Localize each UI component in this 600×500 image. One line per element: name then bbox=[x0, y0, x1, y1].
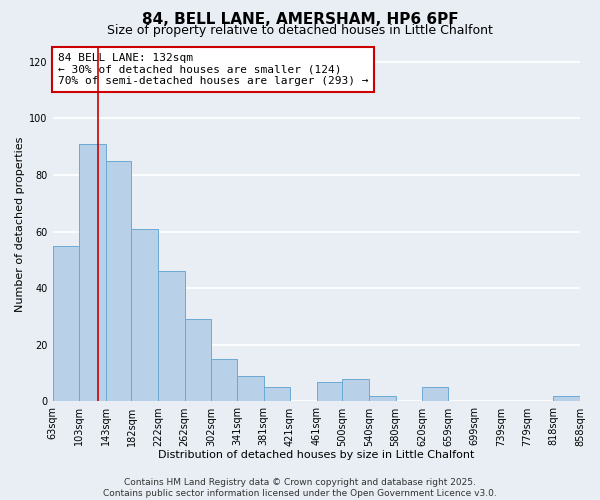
X-axis label: Distribution of detached houses by size in Little Chalfont: Distribution of detached houses by size … bbox=[158, 450, 475, 460]
Bar bbox=[185, 320, 211, 402]
Bar bbox=[263, 388, 290, 402]
Bar bbox=[158, 271, 185, 402]
Text: 84, BELL LANE, AMERSHAM, HP6 6PF: 84, BELL LANE, AMERSHAM, HP6 6PF bbox=[142, 12, 458, 28]
Bar bbox=[53, 246, 79, 402]
Bar bbox=[343, 379, 369, 402]
Bar bbox=[369, 396, 395, 402]
Bar bbox=[317, 382, 343, 402]
Bar bbox=[211, 359, 237, 402]
Text: 84 BELL LANE: 132sqm
← 30% of detached houses are smaller (124)
70% of semi-deta: 84 BELL LANE: 132sqm ← 30% of detached h… bbox=[58, 53, 368, 86]
Text: Contains HM Land Registry data © Crown copyright and database right 2025.
Contai: Contains HM Land Registry data © Crown c… bbox=[103, 478, 497, 498]
Bar bbox=[131, 228, 158, 402]
Bar bbox=[422, 388, 448, 402]
Bar bbox=[237, 376, 263, 402]
Bar bbox=[106, 161, 131, 402]
Text: Size of property relative to detached houses in Little Chalfont: Size of property relative to detached ho… bbox=[107, 24, 493, 37]
Y-axis label: Number of detached properties: Number of detached properties bbox=[15, 137, 25, 312]
Bar bbox=[553, 396, 580, 402]
Bar bbox=[79, 144, 106, 402]
